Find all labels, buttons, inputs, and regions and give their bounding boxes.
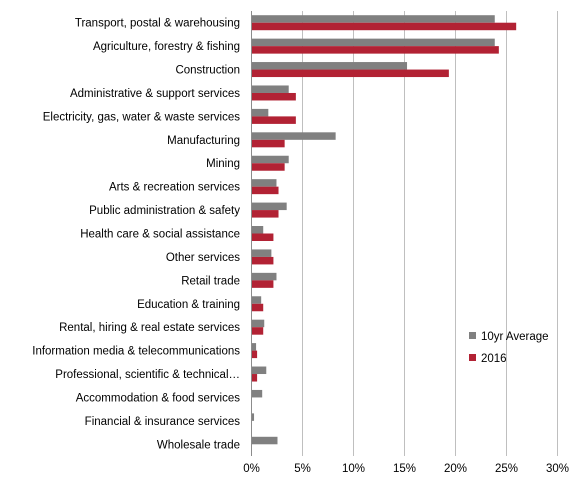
x-tick-label: 0% xyxy=(243,463,260,475)
bar-2016 xyxy=(252,139,285,148)
bar-2016 xyxy=(252,210,279,218)
bar-10yr-average xyxy=(252,272,277,281)
bar-2016 xyxy=(252,46,499,54)
bar-10yr-average xyxy=(252,155,289,164)
bar-2016 xyxy=(252,92,296,101)
bar-2016 xyxy=(252,233,274,241)
gridlines xyxy=(302,11,558,456)
category-label: Construction xyxy=(175,65,240,77)
bar-10yr-average xyxy=(252,226,264,234)
category-label: Electricity, gas, water & waste services xyxy=(43,111,241,123)
bar-2016 xyxy=(252,116,296,124)
bar-2016 xyxy=(252,374,258,382)
category-label: Financial & insurance services xyxy=(85,416,241,428)
category-label: Arts & recreation services xyxy=(109,182,240,194)
bar-2016 xyxy=(252,163,285,171)
bar-2016 xyxy=(252,69,449,78)
bar-10yr-average xyxy=(252,62,408,70)
category-label: Public administration & safety xyxy=(89,205,240,217)
category-label: Education & training xyxy=(137,299,240,311)
bar-10yr-average xyxy=(252,296,262,304)
legend-swatch xyxy=(469,332,476,339)
category-label: Retail trade xyxy=(181,275,240,287)
x-tick-label: 15% xyxy=(393,463,416,475)
bar-10yr-average xyxy=(252,413,255,421)
bar-2016 xyxy=(252,280,274,288)
bar-10yr-average xyxy=(252,132,336,140)
category-labels: Transport, postal & warehousing Agricultu… xyxy=(32,18,240,452)
category-label: Wholesale trade xyxy=(157,439,240,451)
category-label: Professional, scientific & technical… xyxy=(55,369,240,381)
bar-10yr-average xyxy=(252,85,289,93)
legend-label: 10yr Average xyxy=(481,331,549,343)
bar-10yr-average xyxy=(252,108,269,117)
legend-swatch xyxy=(469,354,476,361)
bar-2016 xyxy=(252,350,258,359)
bar-10yr-average xyxy=(252,249,272,257)
bar-2016 xyxy=(252,256,274,265)
category-label: Other services xyxy=(166,252,240,264)
x-tick-label: 10% xyxy=(342,463,365,475)
x-tick-label: 30% xyxy=(546,463,569,475)
category-label: Agriculture, forestry & fishing xyxy=(93,41,240,53)
x-tick-label: 5% xyxy=(294,463,311,475)
bar-10yr-average xyxy=(252,15,495,23)
x-axis-ticks: 0% 5% 10% 15% 20% 25% 30% xyxy=(243,463,569,475)
bars xyxy=(252,15,517,445)
legend: 10yr Average 2016 xyxy=(469,331,549,365)
bar-10yr-average xyxy=(252,202,287,211)
category-label: Information media & telecommunications xyxy=(32,346,240,358)
category-label: Health care & social assistance xyxy=(80,229,240,241)
category-label: Administrative & support services xyxy=(70,88,240,100)
bar-10yr-average xyxy=(252,366,267,375)
category-label: Rental, hiring & real estate services xyxy=(59,322,240,334)
bar-2016 xyxy=(252,22,517,31)
category-label: Transport, postal & warehousing xyxy=(75,18,240,30)
bar-2016 xyxy=(252,327,264,335)
x-tick-label: 20% xyxy=(444,463,467,475)
category-label: Manufacturing xyxy=(167,135,240,147)
bar-10yr-average xyxy=(252,179,277,187)
bar-10yr-average xyxy=(252,389,263,398)
bar-10yr-average xyxy=(252,436,278,445)
bar-2016 xyxy=(252,303,264,312)
bar-10yr-average xyxy=(252,343,257,351)
bar-10yr-average xyxy=(252,38,495,47)
x-tick-label: 25% xyxy=(495,463,518,475)
legend-label: 2016 xyxy=(481,353,507,365)
bar-2016 xyxy=(252,186,279,195)
category-label: Accommodation & food services xyxy=(76,392,241,404)
category-label: Mining xyxy=(206,158,240,170)
bar-10yr-average xyxy=(252,319,265,328)
